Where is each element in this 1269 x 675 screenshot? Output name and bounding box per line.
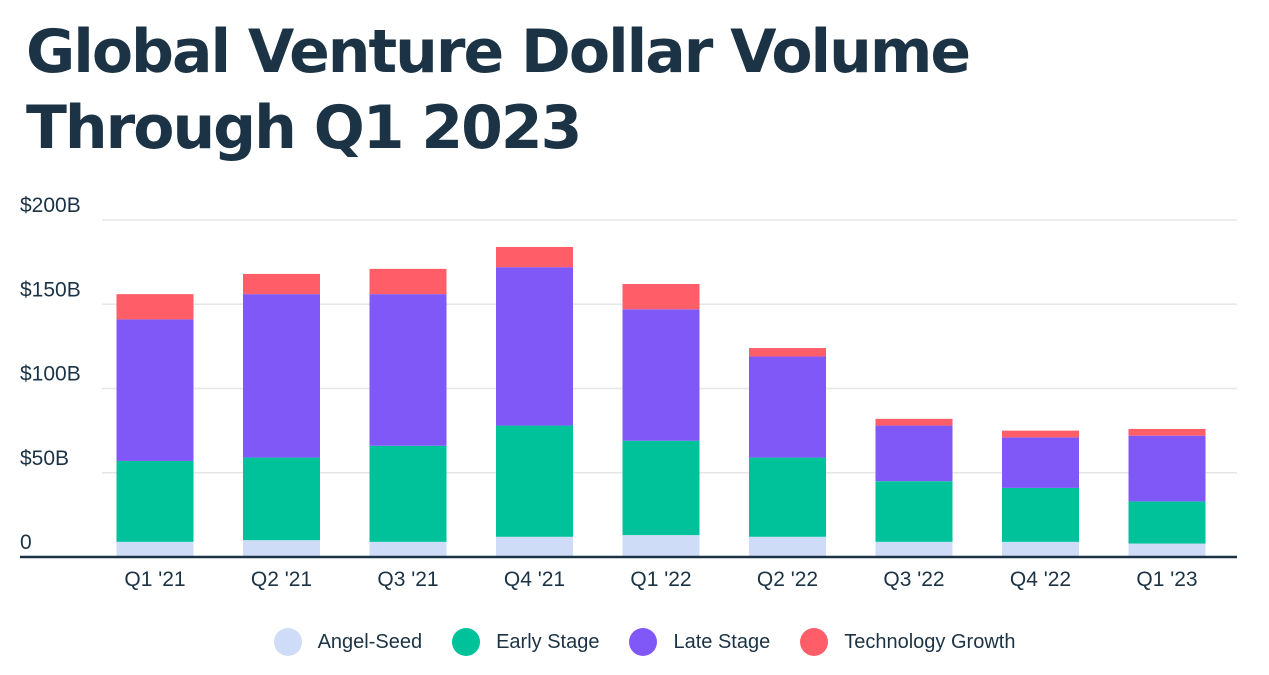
bar-segment-late-stage [116, 319, 194, 461]
bar-segment-late-stage [1128, 435, 1206, 502]
bar-segment-angel-seed [1128, 543, 1206, 557]
bar-segment-early-stage [622, 440, 700, 536]
bar-segment-angel-seed [749, 536, 826, 557]
y-tick-label: $150B [20, 278, 81, 301]
bar-segment-technology-growth [1128, 428, 1206, 436]
x-tick-label: Q2 '22 [757, 568, 818, 591]
legend-label: Angel-Seed [317, 630, 423, 653]
legend-swatch [273, 628, 302, 656]
y-tick-label: 0 [20, 531, 32, 554]
bar-segment-angel-seed [496, 536, 573, 557]
bar-segment-early-stage [116, 460, 194, 542]
bars [116, 246, 1206, 557]
bar-segment-technology-growth [369, 268, 447, 295]
bar-segment-late-stage [749, 356, 826, 458]
bar-segment-early-stage [243, 457, 320, 541]
legend-swatch [800, 628, 829, 656]
legend-swatch [452, 628, 481, 656]
bar-segment-angel-seed [369, 541, 447, 557]
x-tick-label: Q1 '21 [124, 568, 185, 591]
legend-item: Early Stage [452, 628, 599, 656]
legend-item: Technology Growth [800, 628, 1015, 656]
bar-segment-technology-growth [116, 294, 194, 320]
bar-segment-late-stage [369, 294, 447, 446]
bar-segment-early-stage [369, 445, 447, 542]
bar-segment-technology-growth [243, 273, 320, 295]
x-tick-label: Q3 '22 [883, 568, 944, 591]
bar-segment-early-stage [875, 481, 953, 542]
bar-segment-early-stage [749, 457, 826, 537]
legend-label: Technology Growth [844, 630, 1016, 653]
bar-segment-technology-growth [496, 246, 573, 268]
bar-segment-technology-growth [749, 348, 826, 357]
legend: Angel-Seed Early Stage Late Stage Technolog… [0, 628, 1269, 656]
bar-segment-early-stage [496, 425, 573, 537]
x-tick-label: Q2 '21 [251, 568, 312, 591]
x-tick-label: Q1 '22 [630, 568, 691, 591]
bar-segment-technology-growth [1002, 430, 1079, 438]
y-tick-label: $100B [20, 363, 81, 386]
bar-segment-late-stage [243, 294, 320, 458]
chart-title: Global Venture Dollar Volume Through Q1 … [26, 17, 971, 163]
bar-segment-early-stage [1128, 501, 1206, 544]
bar-segment-late-stage [1002, 437, 1079, 488]
y-tick-label: $50B [20, 447, 69, 470]
bar-segment-angel-seed [1002, 541, 1079, 557]
x-tick-label: Q1 '23 [1136, 568, 1197, 591]
bar-segment-early-stage [1002, 487, 1079, 542]
x-tick-label: Q4 '21 [504, 568, 565, 591]
bar-segment-angel-seed [622, 535, 700, 557]
legend-item: Angel-Seed [273, 628, 423, 656]
bar-segment-late-stage [496, 267, 573, 426]
legend-swatch [629, 628, 658, 656]
legend-item: Late Stage [629, 628, 770, 656]
x-tick-label: Q3 '21 [377, 568, 438, 591]
axes: 0 $50B $100B $150B $200B Q1 '21 Q2 '21 Q3 '21 Q4… [20, 194, 1237, 591]
bar-segment-angel-seed [116, 541, 194, 557]
x-tick-label: Q4 '22 [1010, 568, 1071, 591]
bar-segment-angel-seed [243, 540, 320, 557]
y-tick-label: $200B [20, 194, 81, 217]
bar-segment-technology-growth [875, 418, 953, 426]
bar-segment-technology-growth [622, 284, 700, 310]
bar-segment-late-stage [875, 425, 953, 482]
bar-segment-late-stage [622, 309, 700, 441]
legend-label: Early Stage [496, 630, 600, 653]
legend-label: Late Stage [673, 630, 771, 653]
bar-segment-angel-seed [875, 541, 953, 557]
